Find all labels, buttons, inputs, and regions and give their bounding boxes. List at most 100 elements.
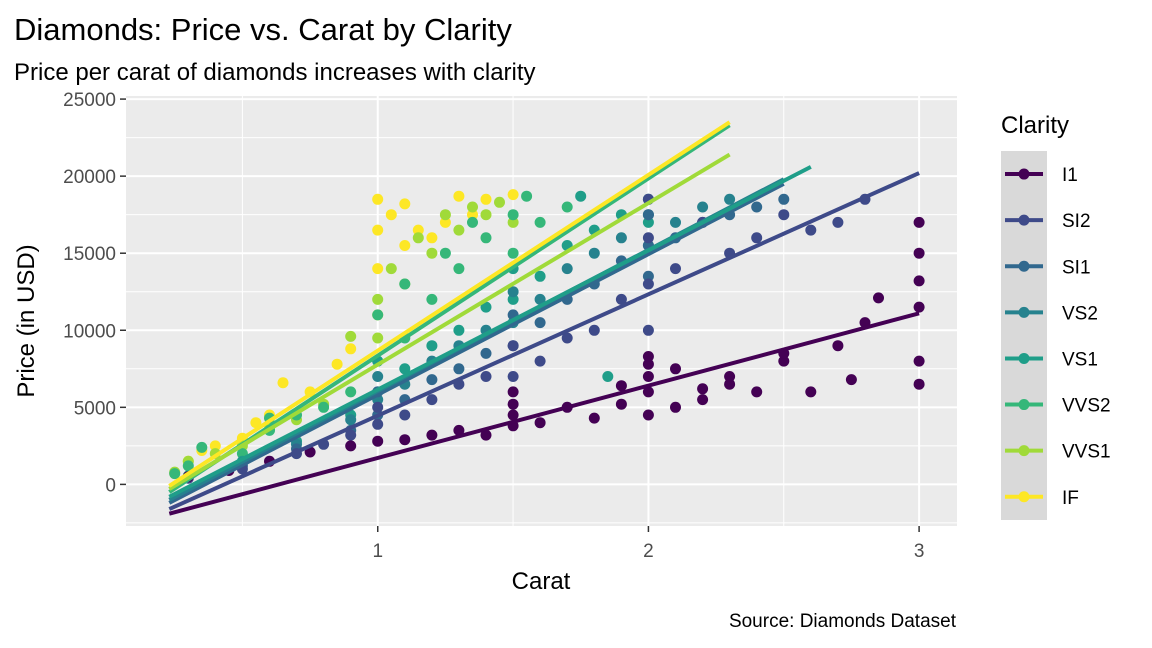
trend-line	[168, 171, 920, 511]
x-tick-label: 2	[643, 541, 654, 562]
data-point	[480, 347, 492, 359]
data-point	[385, 263, 397, 275]
data-point	[372, 193, 384, 205]
data-point	[399, 434, 411, 446]
data-point	[778, 209, 790, 221]
legend-key-point	[1018, 399, 1030, 411]
data-point	[642, 278, 654, 290]
data-point	[642, 232, 654, 244]
data-point	[507, 386, 519, 398]
data-point	[642, 209, 654, 221]
data-point	[913, 216, 925, 228]
data-point	[439, 216, 451, 228]
data-point	[507, 371, 519, 382]
data-point	[615, 232, 627, 244]
data-point	[399, 363, 411, 375]
data-point	[615, 398, 627, 410]
data-point	[534, 270, 546, 282]
data-point	[642, 270, 654, 282]
data-point	[345, 414, 357, 426]
legend-key-point	[1018, 445, 1030, 457]
legend-key-point	[1018, 491, 1030, 503]
chart-title: Diamonds: Price vs. Carat by Clarity	[14, 12, 512, 47]
data-point	[426, 293, 438, 305]
data-point	[345, 343, 357, 355]
data-point	[670, 263, 681, 275]
data-point	[480, 301, 492, 313]
data-point	[561, 201, 573, 213]
legend-label: IF	[1062, 488, 1079, 509]
data-point	[345, 429, 357, 441]
data-point	[642, 351, 654, 362]
data-point	[873, 292, 884, 304]
legend-label: I1	[1062, 165, 1078, 186]
y-axis: 0 5000 10000 15000 20000 25000	[63, 90, 126, 496]
data-point	[480, 371, 492, 382]
data-point	[507, 209, 519, 221]
data-point	[439, 247, 451, 259]
data-point	[453, 263, 465, 275]
legend-label: VVS2	[1062, 396, 1111, 417]
y-tick-label: 15000	[63, 244, 116, 265]
data-point	[507, 216, 519, 228]
data-point	[467, 209, 478, 221]
chart-subtitle: Price per carat of diamonds increases wi…	[14, 59, 536, 86]
data-point	[372, 435, 384, 447]
data-point	[724, 371, 736, 382]
data-point	[412, 224, 424, 236]
data-point	[480, 209, 492, 221]
data-point	[588, 247, 600, 259]
data-point	[426, 232, 438, 244]
data-point	[426, 247, 438, 259]
data-point	[480, 193, 492, 205]
legend-key-point	[1018, 306, 1030, 318]
legend-label: SI1	[1062, 257, 1091, 278]
data-point	[372, 309, 384, 321]
legend-key-point	[1018, 214, 1030, 226]
data-point	[615, 293, 627, 305]
data-point	[642, 358, 654, 370]
data-point	[521, 190, 533, 202]
legend-label: VVS1	[1062, 442, 1111, 463]
data-point	[453, 190, 465, 202]
data-point	[412, 232, 424, 244]
trend-line	[168, 152, 731, 491]
data-point	[345, 386, 357, 398]
data-point	[426, 394, 438, 406]
data-point	[805, 386, 817, 398]
x-axis-title: Carat	[512, 568, 571, 595]
trend-line	[168, 165, 812, 499]
y-tick-label: 0	[105, 475, 116, 496]
data-point	[439, 209, 451, 221]
data-point	[209, 440, 221, 452]
data-point	[345, 330, 357, 342]
data-point	[913, 247, 925, 259]
data-point	[372, 293, 384, 305]
data-point	[642, 409, 654, 421]
data-point	[602, 371, 614, 382]
legend-label: VS2	[1062, 303, 1098, 324]
data-point	[534, 317, 546, 329]
data-point	[426, 429, 438, 441]
data-point	[697, 383, 709, 395]
data-point	[345, 440, 357, 452]
data-point	[372, 263, 384, 275]
y-axis-title: Price (in USD)	[13, 244, 40, 397]
legend-key-background	[1001, 151, 1047, 520]
data-point	[724, 193, 736, 205]
data-point	[534, 293, 546, 305]
x-tick-label: 3	[914, 541, 925, 562]
data-point	[507, 293, 519, 305]
data-point	[318, 401, 330, 413]
data-point	[426, 340, 438, 352]
data-point	[670, 216, 681, 228]
data-point	[575, 190, 587, 202]
data-point	[467, 201, 478, 213]
trend-line	[168, 120, 731, 488]
data-point	[588, 324, 600, 336]
data-point	[331, 358, 343, 370]
data-point	[250, 417, 262, 429]
data-point	[507, 247, 519, 259]
scatter-points	[169, 189, 925, 484]
